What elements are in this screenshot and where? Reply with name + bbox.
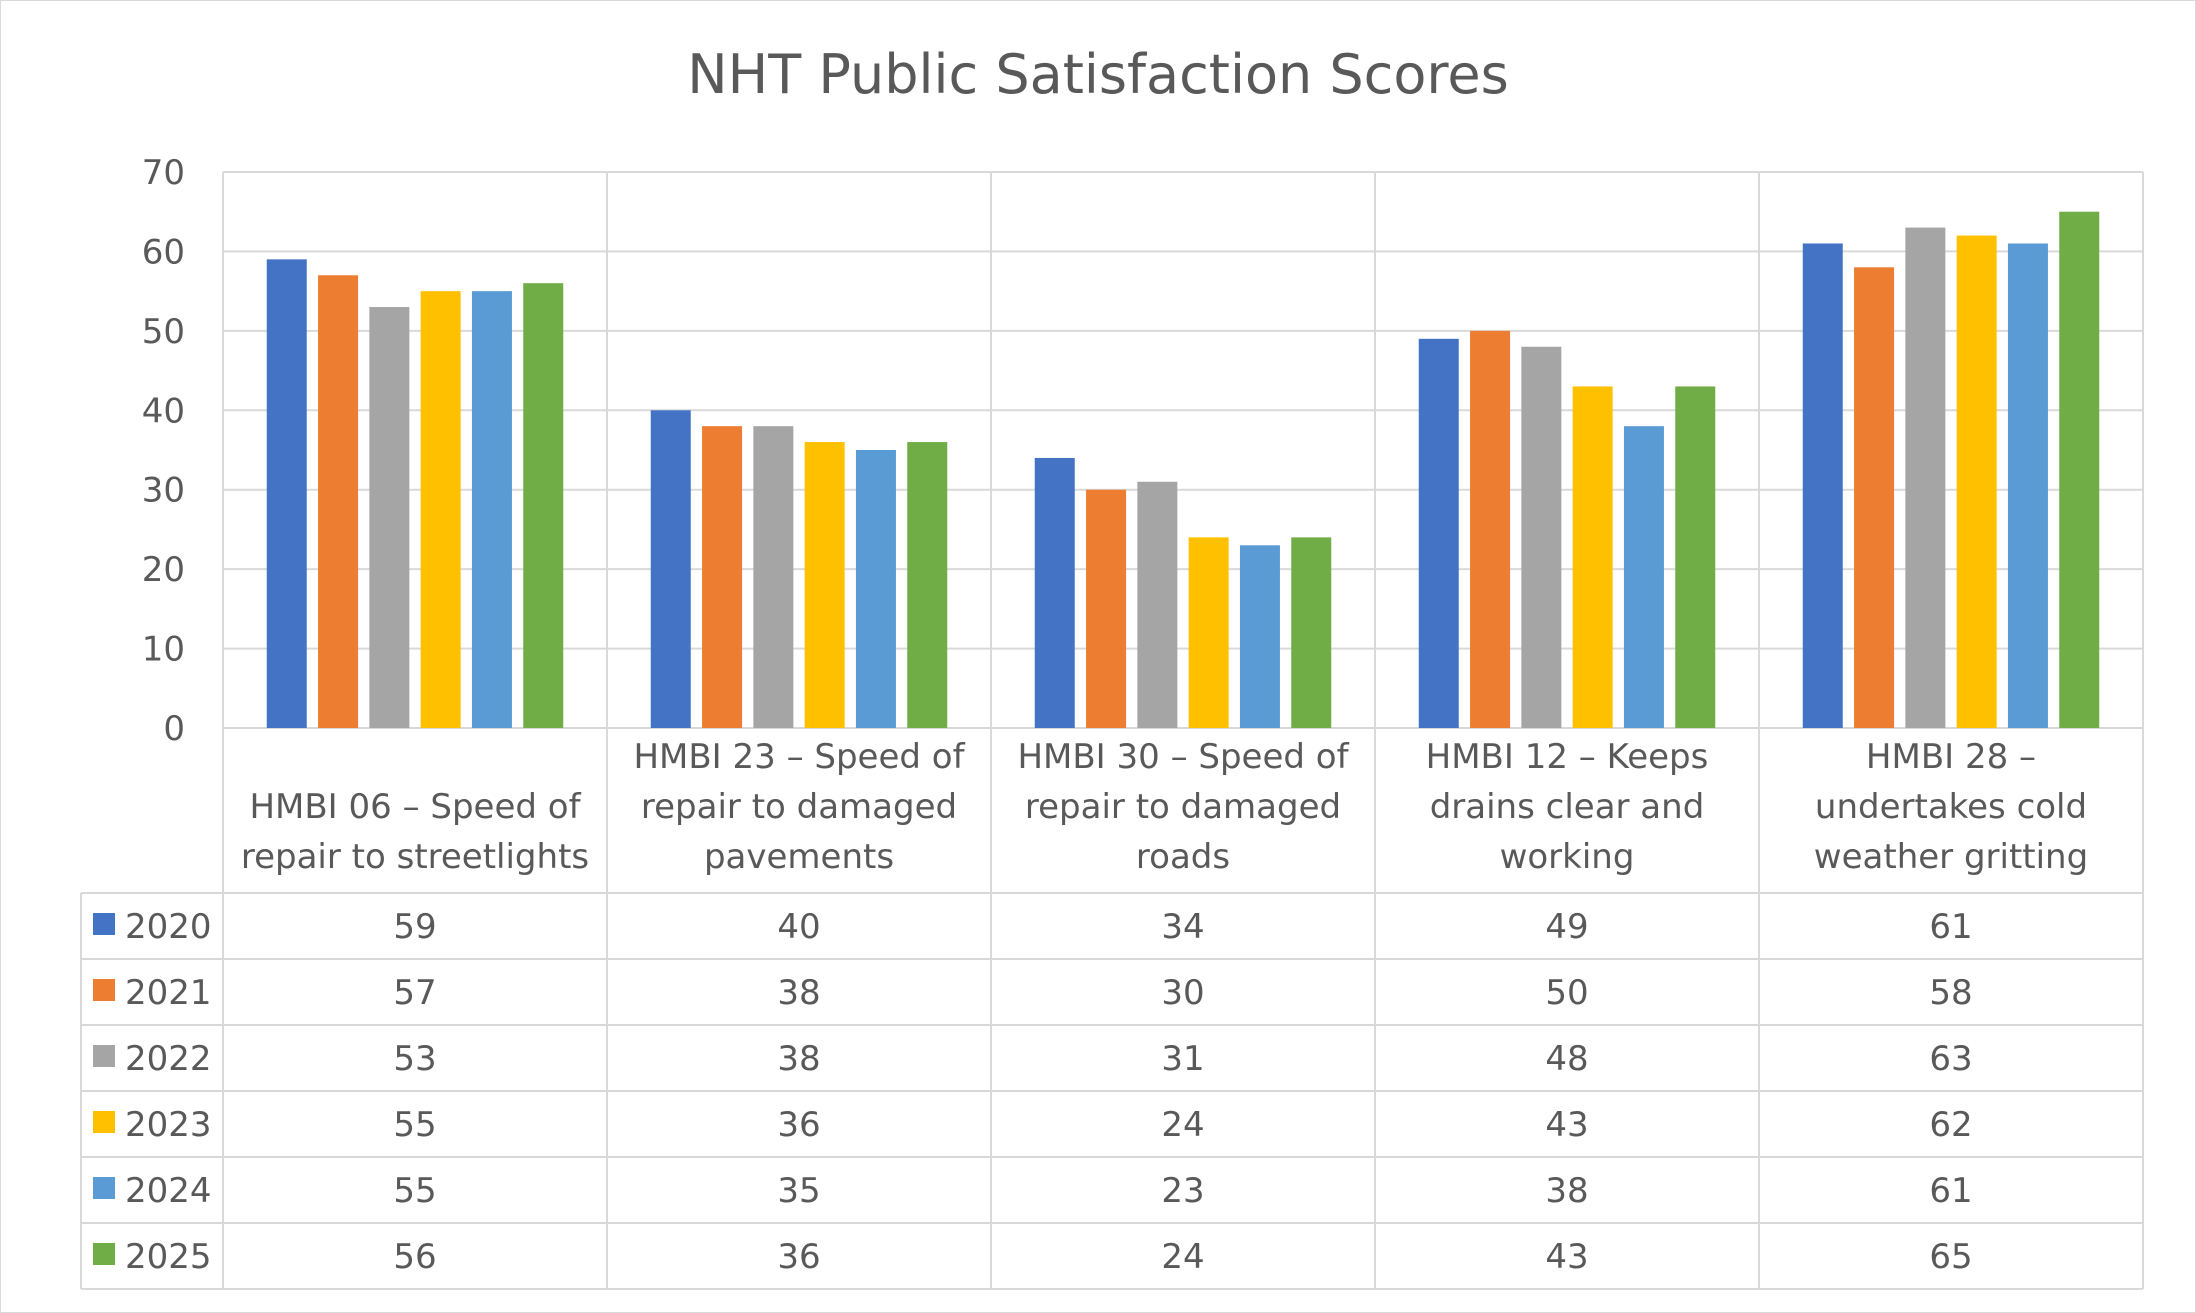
y-tick-label: 70 (142, 153, 185, 193)
bar (420, 291, 461, 728)
data-table: HMBI 06 – Speed of repair to streetlights… (93, 737, 2088, 1277)
table-cell-value: 36 (777, 1105, 820, 1145)
bar (2007, 243, 2048, 728)
category-label: HMBI 12 – Keeps drains clear and working (1426, 737, 1709, 877)
bar (702, 426, 743, 728)
legend-key (93, 979, 115, 1001)
table-cell-value: 31 (1161, 1039, 1204, 1079)
table-cell-value: 36 (777, 1237, 820, 1277)
bar (855, 450, 896, 728)
y-tick-label: 10 (142, 630, 185, 670)
table-cell-value: 59 (393, 907, 436, 947)
bar (650, 410, 691, 728)
legend-label: 2020 (125, 907, 212, 947)
legend-label: 2021 (125, 973, 212, 1013)
y-tick-label: 0 (163, 709, 185, 749)
bar (1905, 227, 1946, 728)
table-cell-value: 49 (1545, 907, 1588, 947)
table-cell-value: 55 (393, 1171, 436, 1211)
table-cell-value: 30 (1161, 973, 1204, 1013)
table-cell-value: 58 (1929, 973, 1972, 1013)
bar (1623, 426, 1664, 728)
table-cell-value: 38 (777, 1039, 820, 1079)
bar (523, 283, 564, 728)
table-cell-value: 50 (1545, 973, 1588, 1013)
table-cell-value: 48 (1545, 1039, 1588, 1079)
legend-key (93, 1243, 115, 1265)
legend-label: 2022 (125, 1039, 212, 1079)
bar (1034, 457, 1075, 728)
legend-key (93, 913, 115, 935)
bar (1802, 243, 1843, 728)
y-tick-label: 60 (142, 232, 185, 272)
bar (471, 291, 512, 728)
y-axis-ticks: 0 10 20 30 40 50 60 70 (142, 153, 185, 749)
category-label: HMBI 23 – Speed of repair to damaged pavem… (633, 737, 965, 877)
bar (1470, 330, 1511, 728)
table-cell-value: 43 (1545, 1105, 1588, 1145)
bar (907, 442, 948, 728)
bar (1137, 481, 1178, 728)
table-cell-value: 61 (1929, 1171, 1972, 1211)
table-cell-value: 63 (1929, 1039, 1972, 1079)
y-tick-label: 50 (142, 312, 185, 352)
legend-label: 2024 (125, 1171, 212, 1211)
table-cell-value: 40 (777, 907, 820, 947)
bar (1418, 338, 1459, 728)
bar (2059, 211, 2100, 728)
table-cell-value: 23 (1161, 1171, 1204, 1211)
legend-key (93, 1177, 115, 1199)
bar (753, 426, 794, 728)
table-cell-value: 57 (393, 973, 436, 1013)
y-tick-label: 20 (142, 550, 185, 590)
table-cell-value: 35 (777, 1171, 820, 1211)
table-cell-value: 24 (1161, 1237, 1204, 1277)
table-cell-value: 38 (777, 973, 820, 1013)
bar (804, 442, 845, 728)
bar (266, 259, 307, 728)
bar (1572, 386, 1613, 728)
category-label: HMBI 30 – Speed of repair to damaged roads (1017, 737, 1349, 877)
y-tick-label: 30 (142, 471, 185, 511)
table-cell-value: 61 (1929, 907, 1972, 947)
y-tick-label: 40 (142, 391, 185, 431)
table-cell-value: 34 (1161, 907, 1204, 947)
legend-label: 2023 (125, 1105, 212, 1145)
bar (1291, 537, 1332, 728)
bar (1675, 386, 1716, 728)
category-label: HMBI 06 – Speed of repair to streetlights (241, 787, 589, 877)
bars (266, 211, 2100, 729)
table-cell-value: 65 (1929, 1237, 1972, 1277)
legend-key (93, 1111, 115, 1133)
table-cell-value: 56 (393, 1237, 436, 1277)
table-cell-value: 24 (1161, 1105, 1204, 1145)
category-label: HMBI 28 – undertakes cold weather gritting (1814, 737, 2088, 877)
legend-key (93, 1045, 115, 1067)
bar (1239, 545, 1280, 728)
table-cell-value: 43 (1545, 1237, 1588, 1277)
bar (1854, 267, 1895, 728)
chart-title: NHT Public Satisfaction Scores (687, 43, 1509, 106)
table-cell-value: 53 (393, 1039, 436, 1079)
table-cell-value: 38 (1545, 1171, 1588, 1211)
bar (318, 275, 359, 728)
bar (1086, 489, 1127, 728)
bar (1188, 537, 1229, 728)
bar (1521, 346, 1562, 728)
bar (1956, 235, 1997, 729)
table-cell-value: 62 (1929, 1105, 1972, 1145)
table-cell-value: 55 (393, 1105, 436, 1145)
bar (369, 307, 410, 728)
legend-label: 2025 (125, 1237, 212, 1277)
